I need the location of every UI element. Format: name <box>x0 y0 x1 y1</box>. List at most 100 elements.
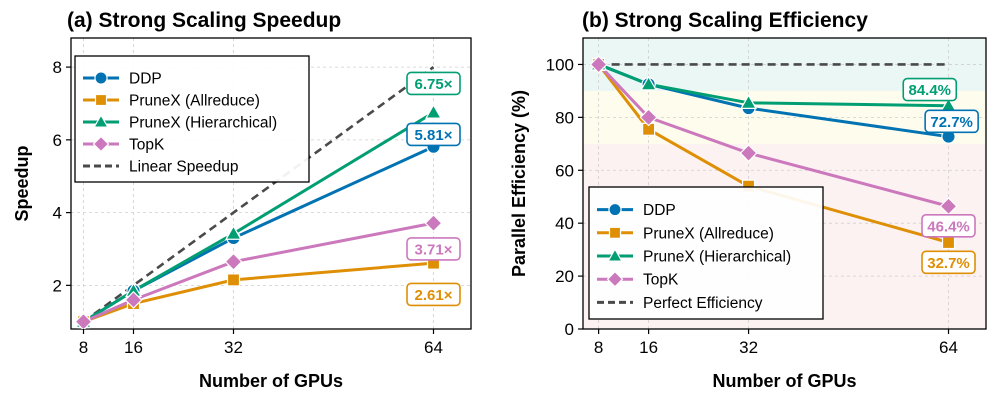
legend-item-prunex-allreduce: PruneX (Allreduce) <box>83 93 260 110</box>
legend: DDP PruneX (Allreduce) PruneX (Hierarchica… <box>74 55 310 183</box>
legend-label: DDP <box>643 202 676 219</box>
data-point-prunex-hierarchical <box>640 75 658 91</box>
legend-item-prunex-allreduce: PruneX (Allreduce) <box>597 225 774 242</box>
legend-item-topk: TopK <box>83 135 165 154</box>
legend-item-linear-speedup: Linear Speedup <box>83 159 238 176</box>
legend-label: PruneX (Allreduce) <box>643 225 774 242</box>
y-tick-label: 4 <box>53 204 62 223</box>
legend-label: PruneX (Allreduce) <box>129 93 260 110</box>
x-axis-label: Number of GPUs <box>712 371 856 391</box>
chart-title: (b) Strong Scaling Efficiency <box>582 9 868 32</box>
legend-label: PruneX (Hierarchical) <box>129 115 277 132</box>
annotation-box <box>406 282 461 307</box>
x-tick-label: 16 <box>124 338 143 357</box>
data-point-prunex-hierarchical <box>425 103 442 119</box>
y-tick-label: 0 <box>565 320 574 339</box>
x-tick-label: 64 <box>424 338 443 357</box>
data-point-prunex-hierarchical <box>740 94 758 109</box>
legend-item-topk: TopK <box>597 270 679 289</box>
legend-marker <box>94 71 108 85</box>
x-tick-label: 64 <box>939 338 958 357</box>
series-line-topk <box>82 221 434 324</box>
y-tick-label: 6 <box>53 131 62 150</box>
y-tick-label: 40 <box>555 214 574 233</box>
legend-item-ddp: DDP <box>597 202 676 219</box>
y-tick-label: 60 <box>555 161 574 180</box>
data-point-topk <box>224 252 243 271</box>
data-point-topk <box>424 214 443 233</box>
y-tick-label: 20 <box>555 267 574 286</box>
value-annotation: 32.7% <box>921 250 976 275</box>
y-tick-label: 80 <box>555 108 574 127</box>
series-line-prunex-hierarchical <box>598 63 949 108</box>
legend-marker <box>94 93 108 107</box>
legend-item-ddp: DDP <box>83 71 162 88</box>
series-line-topk <box>597 63 949 208</box>
x-tick-label: 8 <box>79 338 88 357</box>
annotation-label: 2.61× <box>415 287 453 304</box>
x-tick-label: 32 <box>739 338 758 357</box>
y-axis-label: Parallel Efficiency (%) <box>509 90 529 277</box>
legend-label: Perfect Efficiency <box>643 295 763 312</box>
y-axis-label: Speedup <box>12 145 32 221</box>
legend-label: Linear Speedup <box>129 159 238 176</box>
data-point-prunex-allreduce <box>941 235 956 250</box>
legend-label: DDP <box>129 71 162 88</box>
y-tick-label: 100 <box>546 55 574 74</box>
legend-label: PruneX (Hierarchical) <box>643 249 791 266</box>
value-annotation: 5.81× <box>406 122 461 147</box>
plot-frame <box>70 37 472 330</box>
legend-label: TopK <box>129 137 165 154</box>
annotation-box <box>406 122 461 147</box>
legend-marker <box>608 202 622 217</box>
value-annotation: 2.61× <box>406 282 461 307</box>
x-axis-label: Number of GPUs <box>199 371 343 391</box>
plot-area <box>589 55 958 250</box>
data-point-topk <box>74 312 93 329</box>
legend-item-prunex-hierarchical: PruneX (Hierarchical) <box>83 113 277 132</box>
data-point-topk <box>124 290 143 309</box>
annotation-label: 32.7% <box>927 255 970 272</box>
legend-marker <box>606 270 624 288</box>
y-tick-label: 2 <box>53 276 62 295</box>
plot-frame <box>582 37 987 330</box>
data-point-prunex-allreduce <box>226 273 241 287</box>
annotation-label: 72.7% <box>930 114 973 131</box>
legend-item-perfect-efficiency: Perfect Efficiency <box>597 295 763 312</box>
x-tick-label: 16 <box>639 338 658 357</box>
legend-marker <box>93 113 109 128</box>
y-tick-label: 8 <box>53 58 62 77</box>
annotation-box <box>406 71 461 96</box>
annotation-label: 3.71× <box>415 241 453 258</box>
legend-marker <box>607 247 623 262</box>
annotation-box <box>921 214 976 238</box>
legend-marker <box>92 135 110 153</box>
annotation-label: 46.4% <box>927 218 970 235</box>
legend-label: TopK <box>643 272 679 289</box>
chart-panel-b: 0 20 40 60 80 100 8 16 32 64 (b) Strong Scaling Ef… <box>509 9 987 391</box>
annotation-label: 5.81× <box>415 127 453 144</box>
data-point-topk <box>739 144 758 163</box>
value-annotation: 84.4% <box>902 77 958 102</box>
chart-title: (a) Strong Scaling Speedup <box>67 9 341 32</box>
annotation-box <box>924 109 979 134</box>
chart-panel-a: 2 4 6 8 8 16 32 64 (a) Strong Scaling Speedup Num… <box>12 9 472 391</box>
legend-marker <box>608 226 622 239</box>
value-annotation: 3.71× <box>406 237 461 261</box>
reference-line-linear-speedup <box>82 66 435 323</box>
x-tick-label: 8 <box>594 338 603 357</box>
series-line-prunex-allreduce <box>82 261 434 324</box>
value-annotation: 72.7% <box>924 109 979 134</box>
legend-item-prunex-hierarchical: PruneX (Hierarchical) <box>597 247 791 266</box>
legend: DDP PruneX (Allreduce) PruneX (Hierarchica… <box>588 186 824 320</box>
value-annotation: 46.4% <box>921 214 976 238</box>
plot-area <box>74 66 443 329</box>
value-annotation: 6.75× <box>406 71 461 96</box>
x-tick-label: 32 <box>224 338 243 357</box>
data-point-topk <box>589 55 608 74</box>
series-line-prunex-allreduce <box>597 63 949 244</box>
series-line-prunex-hierarchical <box>82 111 435 324</box>
data-point-prunex-hierarchical <box>225 225 242 240</box>
annotation-label: 84.4% <box>908 82 951 99</box>
